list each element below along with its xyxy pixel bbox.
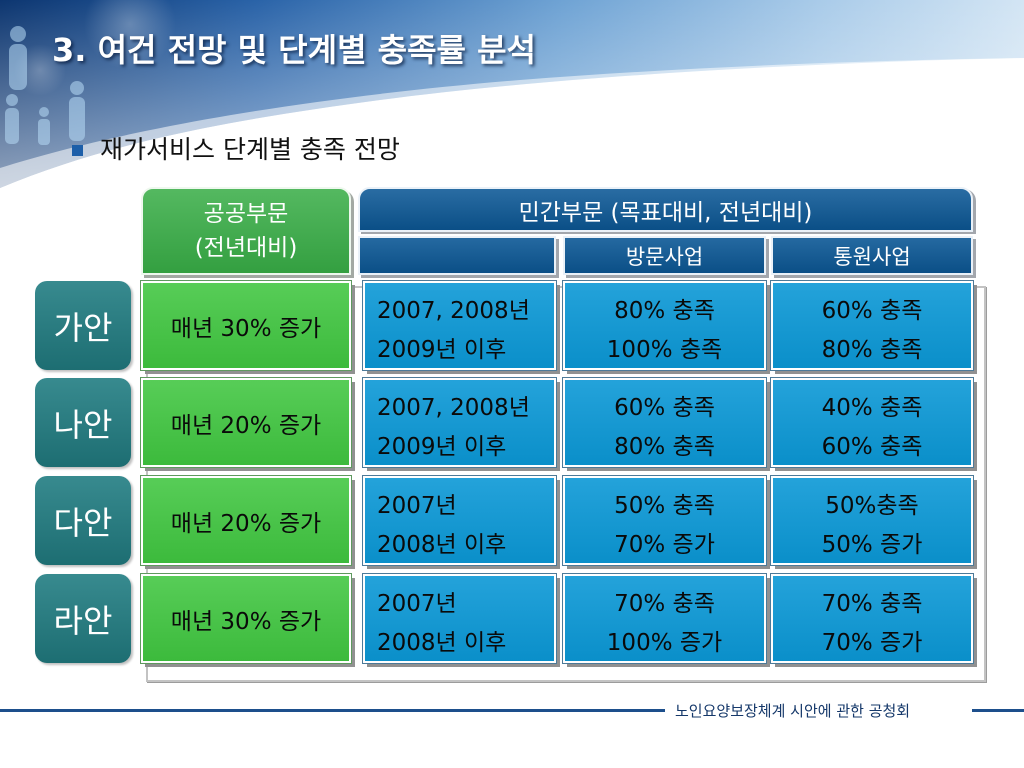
- period-line: 2008년 이후: [377, 630, 507, 656]
- public-sector-header: 공공부문 (전년대비): [141, 187, 351, 275]
- row-1-visit-cell: 80% 충족 100% 충족: [562, 280, 767, 371]
- visit-value: 100% 증가: [606, 630, 723, 656]
- period-subheader-cell: [358, 236, 556, 275]
- daycare-value: 70% 충족: [821, 591, 923, 617]
- daycare-value: 60% 충족: [821, 434, 923, 460]
- row-2-label: 나안: [35, 378, 131, 467]
- daycare-value: 60% 충족: [821, 298, 923, 324]
- visit-value: 100% 충족: [606, 337, 723, 363]
- row-4-label: 라안: [35, 574, 131, 663]
- row-4-visit-cell: 70% 충족 100% 증가: [562, 573, 767, 664]
- footer-divider: [0, 709, 665, 712]
- row-2-daycare-cell: 40% 충족 60% 충족: [770, 377, 974, 468]
- row-3-public-cell: 매년 20% 증가: [140, 475, 352, 566]
- visit-value: 60% 충족: [614, 395, 715, 421]
- daycare-value: 50% 증가: [821, 532, 923, 558]
- daycare-service-subheader: 통원사업: [771, 236, 973, 275]
- visit-value: 70% 증가: [614, 532, 715, 558]
- row-3-daycare-cell: 50%충족 50% 증가: [770, 475, 974, 566]
- people-silhouettes: [5, 26, 85, 145]
- public-growth-text: 매년 20% 증가: [170, 510, 322, 537]
- period-line: 2007년: [377, 591, 457, 617]
- square-bullet-icon: [72, 145, 83, 156]
- row-3-period-cell: 2007년 2008년 이후: [362, 475, 557, 566]
- private-header-text: 민간부문 (목표대비, 전년대비): [518, 199, 813, 226]
- public-header-line1: 공공부문: [203, 201, 289, 227]
- visit-value: 70% 충족: [614, 591, 715, 617]
- row-4-daycare-cell: 70% 충족 70% 증가: [770, 573, 974, 664]
- visit-value: 80% 충족: [614, 434, 715, 460]
- row-2-public-cell: 매년 20% 증가: [140, 377, 352, 468]
- period-line: 2007, 2008년: [377, 395, 530, 421]
- row-label-text: 나안: [53, 405, 113, 444]
- row-1-label: 가안: [35, 281, 131, 370]
- daycare-value: 40% 충족: [821, 395, 923, 421]
- row-2-period-cell: 2007, 2008년 2009년 이후: [362, 377, 557, 468]
- header-banner-image: [0, 0, 1024, 192]
- row-3-label: 다안: [35, 476, 131, 565]
- public-growth-text: 매년 20% 증가: [170, 412, 322, 439]
- row-1-period-cell: 2007, 2008년 2009년 이후: [362, 280, 557, 371]
- bullet-text: 재가서비스 단계별 충족 전망: [100, 135, 400, 164]
- header-swoosh: [0, 58, 1024, 192]
- daycare-subheader-text: 통원사업: [833, 244, 911, 269]
- row-label-text: 가안: [53, 308, 113, 347]
- row-4-public-cell: 매년 30% 증가: [140, 573, 352, 664]
- footer-divider: [972, 709, 1024, 712]
- row-3-visit-cell: 50% 충족 70% 증가: [562, 475, 767, 566]
- daycare-value: 50%충족: [825, 493, 919, 519]
- public-growth-text: 매년 30% 증가: [170, 608, 322, 635]
- row-2-visit-cell: 60% 충족 80% 충족: [562, 377, 767, 468]
- row-4-period-cell: 2007년 2008년 이후: [362, 573, 557, 664]
- row-label-text: 라안: [53, 601, 113, 640]
- period-line: 2009년 이후: [377, 434, 507, 460]
- visit-service-subheader: 방문사업: [563, 236, 766, 275]
- slide-title: 3. 여건 전망 및 단계별 충족률 분석: [52, 31, 536, 69]
- footer-text: 노인요양보장체계 시안에 관한 공청회: [675, 702, 911, 720]
- period-line: 2009년 이후: [377, 337, 507, 363]
- visit-subheader-text: 방문사업: [625, 244, 704, 269]
- daycare-value: 80% 충족: [821, 337, 923, 363]
- visit-value: 50% 충족: [614, 493, 715, 519]
- row-1-daycare-cell: 60% 충족 80% 충족: [770, 280, 974, 371]
- period-line: 2007, 2008년: [377, 298, 530, 324]
- period-line: 2008년 이후: [377, 532, 507, 558]
- period-line: 2007년: [377, 493, 457, 519]
- private-sector-header: 민간부문 (목표대비, 전년대비): [358, 187, 973, 232]
- public-growth-text: 매년 30% 증가: [170, 315, 322, 342]
- row-label-text: 다안: [53, 503, 113, 542]
- public-header-line2: (전년대비): [194, 235, 298, 261]
- row-1-public-cell: 매년 30% 증가: [140, 280, 352, 371]
- header-band-fade: [0, 0, 1024, 188]
- header-glow: [84, 0, 176, 70]
- daycare-value: 70% 증가: [821, 630, 923, 656]
- visit-value: 80% 충족: [614, 298, 715, 324]
